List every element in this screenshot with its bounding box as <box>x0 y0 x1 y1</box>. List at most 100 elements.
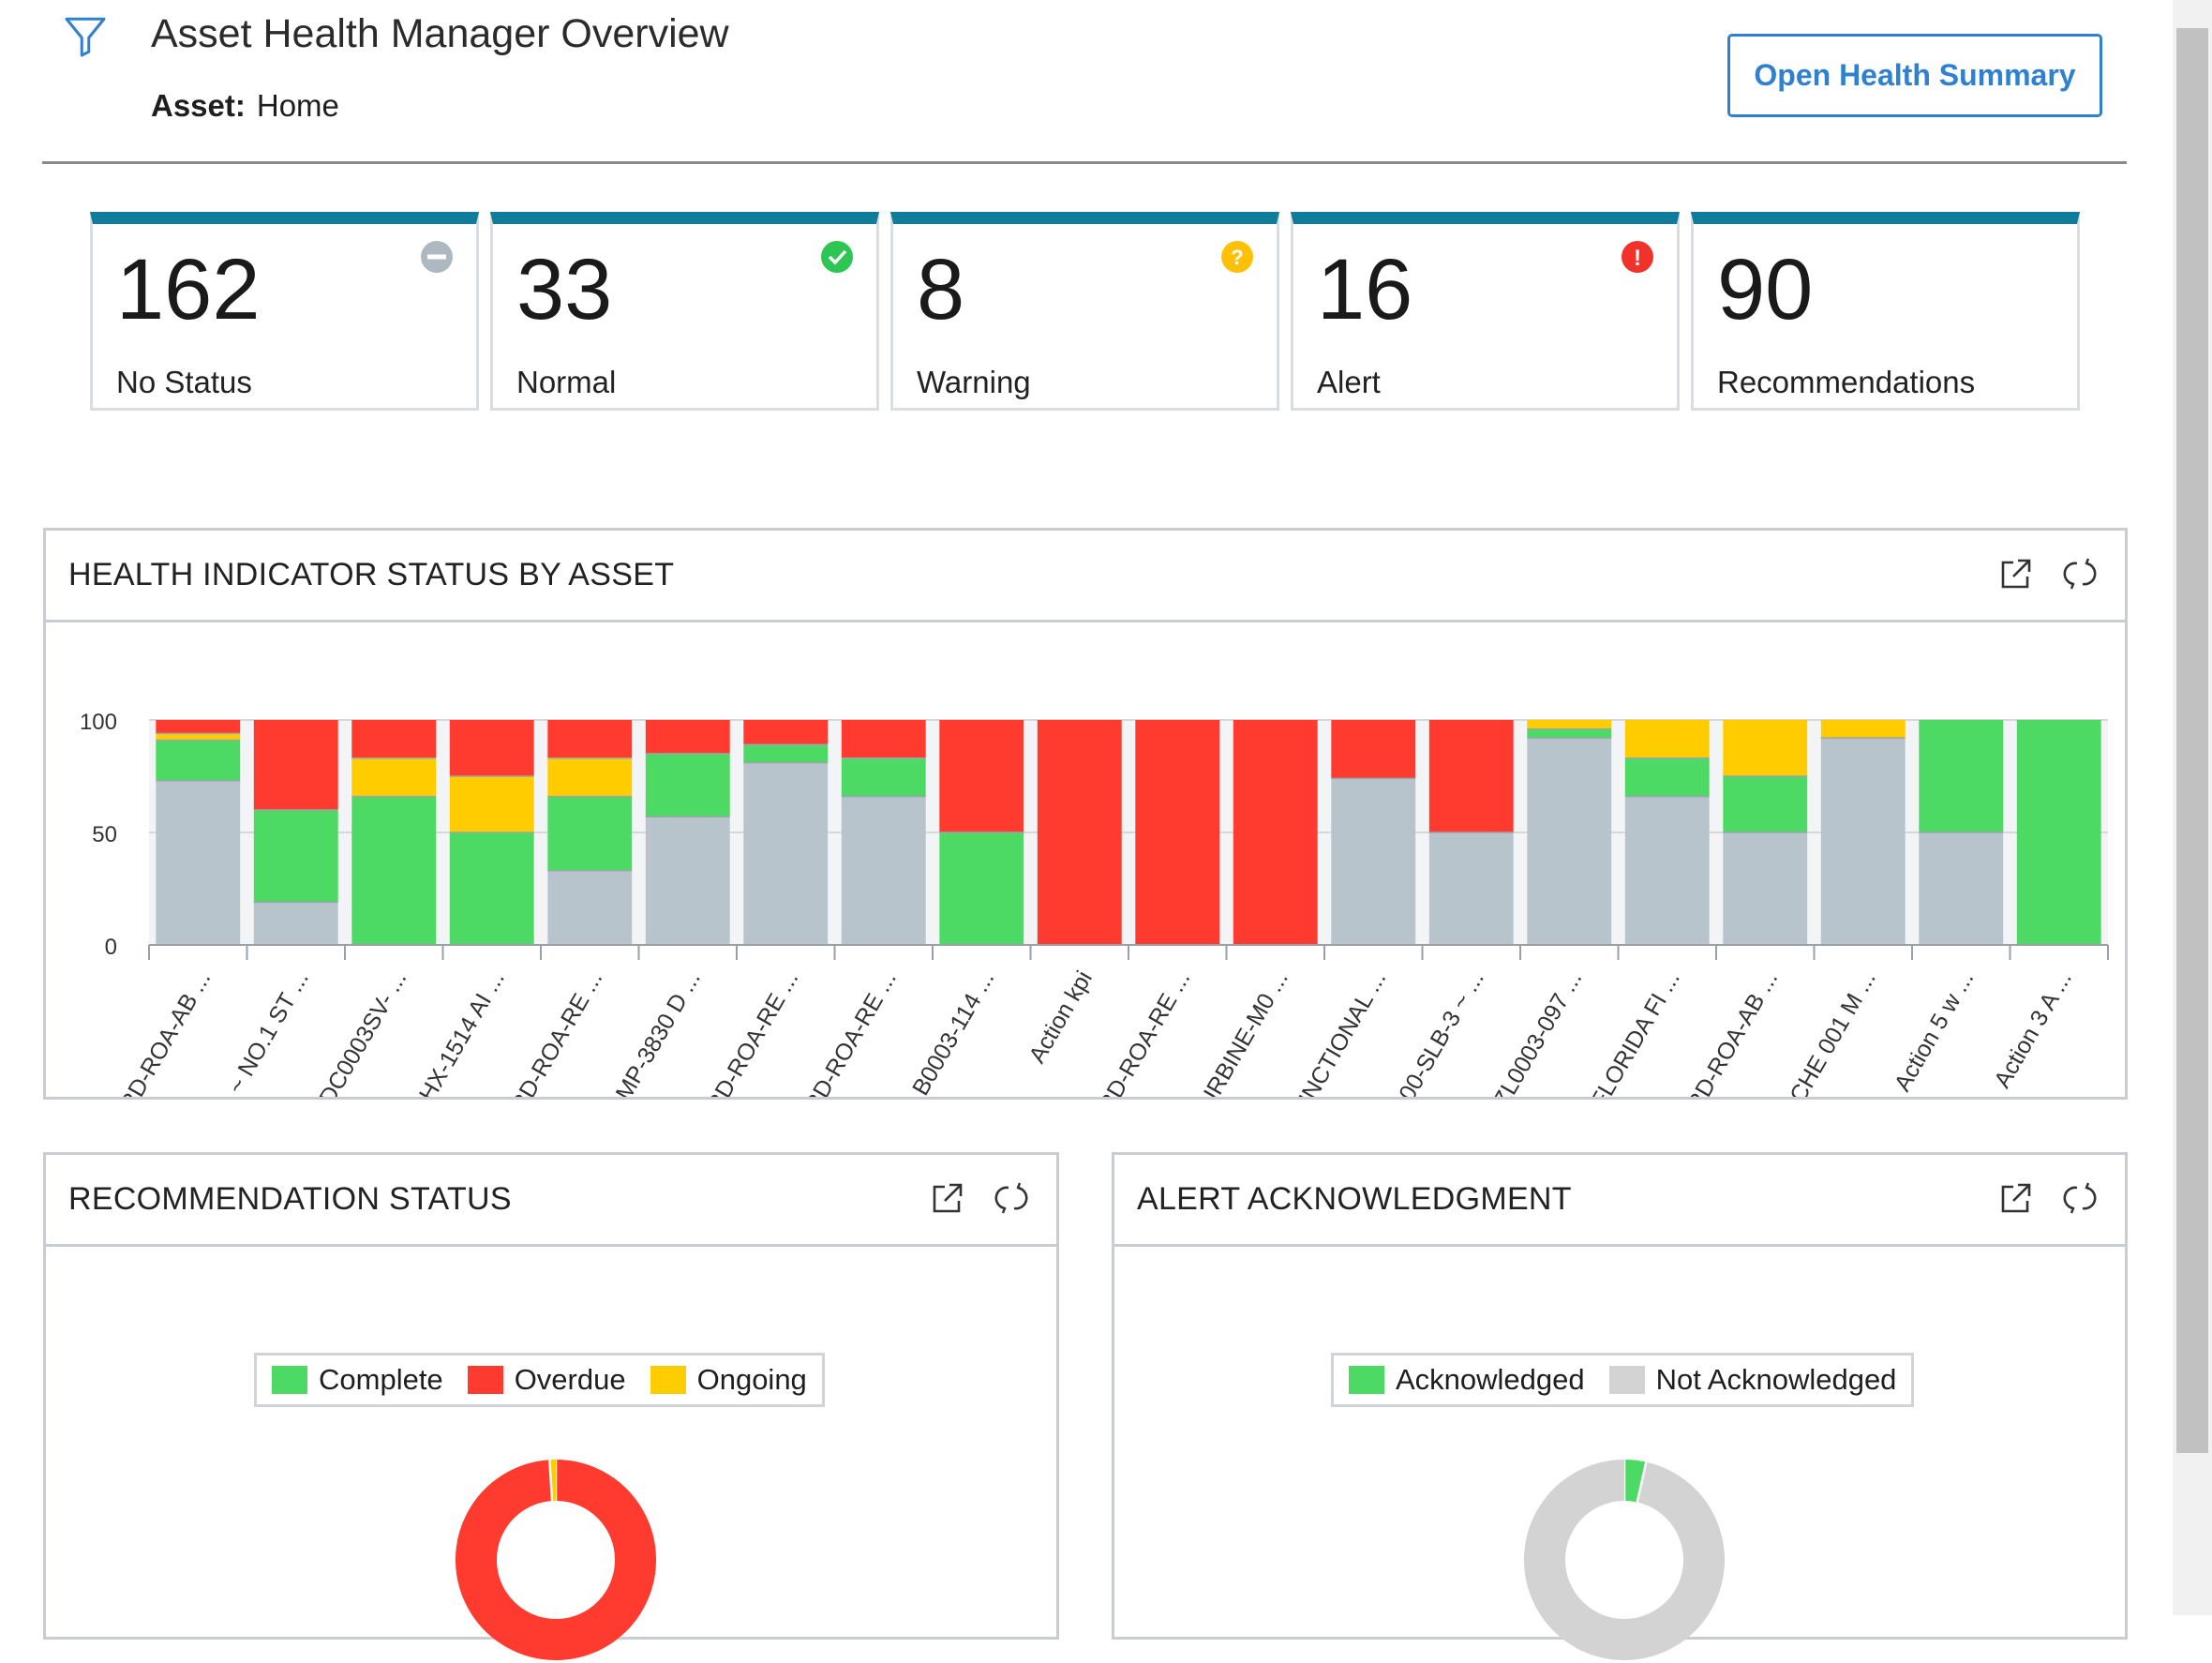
bar-segment-normal[interactable] <box>743 744 828 762</box>
bar-segment-no_status[interactable] <box>1331 778 1415 945</box>
donut-slice-overdue[interactable] <box>476 1480 635 1640</box>
legend-item-not-acknowledged[interactable]: Not Acknowledged <box>1609 1363 1897 1397</box>
x-tick-label: Action 3 A ... <box>1989 966 2077 1092</box>
bar-segment-alert[interactable] <box>1331 720 1415 778</box>
legend-item-complete[interactable]: Complete <box>272 1363 443 1397</box>
filter-icon[interactable] <box>62 13 109 60</box>
bar-segment-normal[interactable] <box>1625 758 1710 797</box>
bar-segment-warning[interactable] <box>1527 720 1611 729</box>
bar-segment-alert[interactable] <box>351 720 436 758</box>
x-tick-label: TURBINE-M0 ... <box>1186 966 1293 1097</box>
bar-segment-no_status[interactable] <box>646 817 730 945</box>
x-tick-label: ~ NO.1 ST ... <box>223 966 314 1097</box>
bar-segment-warning[interactable] <box>351 758 436 797</box>
refresh-icon[interactable] <box>2061 555 2099 592</box>
kpi-card-recommendations[interactable]: 90 Recommendations <box>1691 212 2080 411</box>
alert-ack-legend: Acknowledged Not Acknowledged <box>1331 1353 1914 1407</box>
header-divider <box>42 161 2127 164</box>
bar-segment-normal[interactable] <box>939 832 1024 945</box>
check-icon <box>820 240 854 274</box>
bar-segment-no_status[interactable] <box>156 781 240 945</box>
bar-segment-alert[interactable] <box>842 720 926 758</box>
bar-segment-normal[interactable] <box>1527 729 1611 739</box>
x-tick-label: MRD-ROA-RE ... <box>692 966 803 1097</box>
bar-segment-alert[interactable] <box>1429 720 1514 832</box>
kpi-value: 90 <box>1717 247 1813 333</box>
kpi-card-warning[interactable]: 8 Warning ? <box>890 212 1279 411</box>
bar-segment-normal[interactable] <box>2017 720 2101 945</box>
bar-segment-alert[interactable] <box>646 720 730 754</box>
bar-segment-warning[interactable] <box>1625 720 1710 758</box>
bar-segment-normal[interactable] <box>842 758 926 797</box>
legend-item-acknowledged[interactable]: Acknowledged <box>1349 1363 1585 1397</box>
kpi-label: Alert <box>1317 365 1381 400</box>
bar-segment-normal[interactable] <box>646 754 730 817</box>
refresh-icon[interactable] <box>993 1179 1030 1217</box>
bar-segment-no_status[interactable] <box>1919 832 2003 945</box>
bar-segment-no_status[interactable] <box>547 871 632 945</box>
kpi-card-no-status[interactable]: 162 No Status <box>90 212 479 411</box>
bar-segment-alert[interactable] <box>547 720 632 758</box>
bar-segment-no_status[interactable] <box>1625 797 1710 945</box>
bar-segment-warning[interactable] <box>156 733 240 740</box>
bar-segment-normal[interactable] <box>1723 776 1807 832</box>
panel-title: HEALTH INDICATOR STATUS BY ASSET <box>68 557 674 593</box>
expand-icon[interactable] <box>929 1179 966 1217</box>
x-tick-label: HX-1514 AI ... <box>414 966 510 1097</box>
bar-segment-alert[interactable] <box>1135 720 1219 945</box>
bar-segment-alert[interactable] <box>1233 720 1318 945</box>
asset-breadcrumb: Asset:Home <box>151 88 339 124</box>
x-tick-label: MRD-ROA-AB ... <box>1672 966 1784 1097</box>
refresh-icon[interactable] <box>2061 1179 2099 1217</box>
bar-segment-alert[interactable] <box>156 720 240 733</box>
bar-segment-no_status[interactable] <box>743 763 828 945</box>
x-tick-label: ZL0003-097 ... <box>1488 966 1588 1097</box>
bar-segment-normal[interactable] <box>254 810 338 902</box>
expand-icon[interactable] <box>1997 1179 2035 1217</box>
kpi-card-alert[interactable]: 16 Alert ! <box>1291 212 1680 411</box>
legend-item-ongoing[interactable]: Ongoing <box>650 1363 807 1397</box>
panel-header: RECOMMENDATION STATUS <box>46 1155 1056 1247</box>
bar-segment-alert[interactable] <box>1038 720 1122 945</box>
x-tick-label: FLORIDA FI ... <box>1586 966 1685 1097</box>
bar-segment-normal[interactable] <box>351 797 436 945</box>
bar-segment-warning[interactable] <box>1821 720 1906 738</box>
bar-segment-warning[interactable] <box>547 758 632 797</box>
bar-segment-normal[interactable] <box>156 741 240 781</box>
bar-segment-no_status[interactable] <box>1527 738 1611 945</box>
expand-icon[interactable] <box>1997 555 2035 592</box>
bar-segment-alert[interactable] <box>254 720 338 810</box>
bar-segment-no_status[interactable] <box>842 797 926 945</box>
kpi-label: Warning <box>917 365 1031 400</box>
bar-segment-alert[interactable] <box>450 720 534 776</box>
open-health-summary-button[interactable]: Open Health Summary <box>1727 34 2102 117</box>
bar-segment-normal[interactable] <box>450 832 534 945</box>
bar-segment-no_status[interactable] <box>1723 832 1807 945</box>
bar-segment-no_status[interactable] <box>1429 832 1514 945</box>
donut-slice-not-acknowledged[interactable] <box>1545 1480 1704 1640</box>
donut-slice-acknowledged[interactable] <box>1624 1480 1642 1482</box>
x-tick-label: ACHE 001 M ... <box>1777 966 1881 1097</box>
legend-item-overdue[interactable]: Overdue <box>468 1363 626 1397</box>
bar-segment-alert[interactable] <box>939 720 1024 832</box>
x-tick-label: Action 5 w ... <box>1890 966 1980 1096</box>
bar-segment-alert[interactable] <box>743 720 828 744</box>
bar-segment-normal[interactable] <box>547 797 632 871</box>
bar-segment-normal[interactable] <box>1919 720 2003 832</box>
bar-segment-no_status[interactable] <box>254 902 338 945</box>
kpi-card-normal[interactable]: 33 Normal <box>490 212 879 411</box>
kpi-value: 162 <box>116 247 261 333</box>
alert-ack-donut-chart <box>1521 1457 1727 1663</box>
x-tick-label: 00-SLB-3 ~ ... <box>1394 966 1489 1097</box>
asset-value: Home <box>257 88 339 123</box>
bar-segment-warning[interactable] <box>1723 720 1807 776</box>
bar-segment-warning[interactable] <box>450 776 534 832</box>
bar-segment-no_status[interactable] <box>1821 738 1906 945</box>
question-icon: ? <box>1220 240 1254 274</box>
svg-text:?: ? <box>1231 246 1243 269</box>
no-status-icon <box>420 240 454 274</box>
scrollbar-thumb[interactable] <box>2176 28 2208 1453</box>
recommendation-status-panel: RECOMMENDATION STATUS Complete Overdue O… <box>43 1152 1059 1640</box>
recommendation-legend: Complete Overdue Ongoing <box>254 1353 825 1407</box>
